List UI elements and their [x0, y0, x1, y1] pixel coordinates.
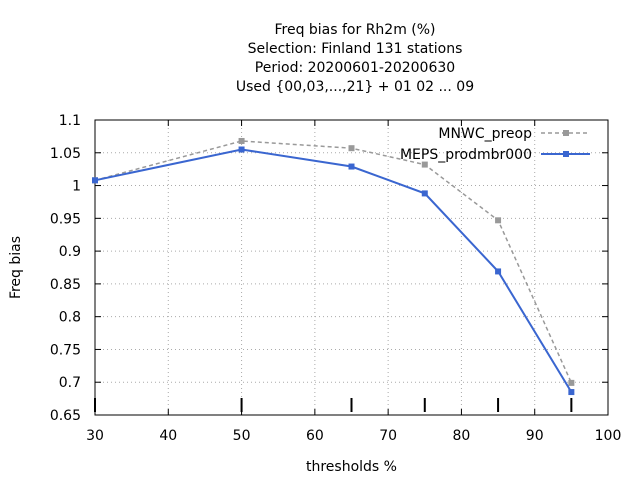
y-tick-label: 0.9	[59, 244, 81, 260]
x-tick-label: 100	[595, 428, 622, 444]
title-line: Freq bias for Rh2m (%)	[274, 22, 435, 38]
x-tick-label: 70	[379, 428, 397, 444]
title-line: Selection: Finland 131 stations	[248, 41, 463, 57]
data-point	[348, 145, 355, 152]
title-line: Period: 20200601-20200630	[255, 60, 455, 76]
y-tick-label: 0.7	[59, 375, 81, 391]
data-point	[421, 161, 428, 168]
data-point	[495, 217, 502, 224]
y-tick-label: 0.8	[59, 310, 81, 326]
x-tick-label: 40	[159, 428, 177, 444]
x-tick-label: 60	[306, 428, 324, 444]
data-point	[568, 389, 575, 396]
y-tick-label: 0.65	[50, 408, 81, 424]
data-point	[421, 190, 428, 197]
data-point	[238, 146, 245, 153]
x-axis-label: thresholds %	[306, 459, 397, 475]
data-point	[495, 268, 502, 275]
y-tick-label: 1.1	[59, 113, 81, 129]
y-tick-label: 1.05	[50, 146, 81, 162]
chart-title: Freq bias for Rh2m (%) Selection: Finland…	[236, 22, 474, 95]
y-axis-label: Freq bias	[8, 236, 24, 299]
series-line-1	[94, 148, 573, 393]
legend: MNWC_preop MEPS_prodmbr000	[400, 126, 590, 163]
x-tick-label: 30	[86, 428, 104, 444]
x-tick-label: 50	[233, 428, 251, 444]
series-line-0	[94, 140, 573, 384]
data-point	[348, 163, 355, 170]
y-tick-label: 1	[72, 179, 81, 195]
data-point	[238, 137, 245, 144]
legend-marker	[563, 151, 569, 157]
legend-label: MNWC_preop	[438, 126, 532, 142]
y-tick-label: 0.75	[50, 342, 81, 358]
x-tick-label: 80	[453, 428, 471, 444]
title-line: Used {00,03,...,21} + 01 02 ... 09	[236, 79, 474, 95]
y-tick-label: 0.95	[50, 211, 81, 227]
plot-frame	[94, 119, 609, 416]
axis-ticks: 0.65 0.7 0.75 0.8 0.85 0.9 0.95 1 1.05 1.1 30 40 50 6…	[50, 113, 622, 444]
x-tick-label: 90	[526, 428, 544, 444]
grid	[95, 120, 608, 415]
legend-label: MEPS_prodmbr000	[400, 147, 532, 163]
y-tick-label: 0.85	[50, 277, 81, 293]
threshold-marks	[94, 398, 573, 412]
data-point	[92, 177, 98, 184]
series	[92, 137, 575, 396]
data-point	[568, 379, 575, 386]
legend-marker	[563, 130, 569, 136]
